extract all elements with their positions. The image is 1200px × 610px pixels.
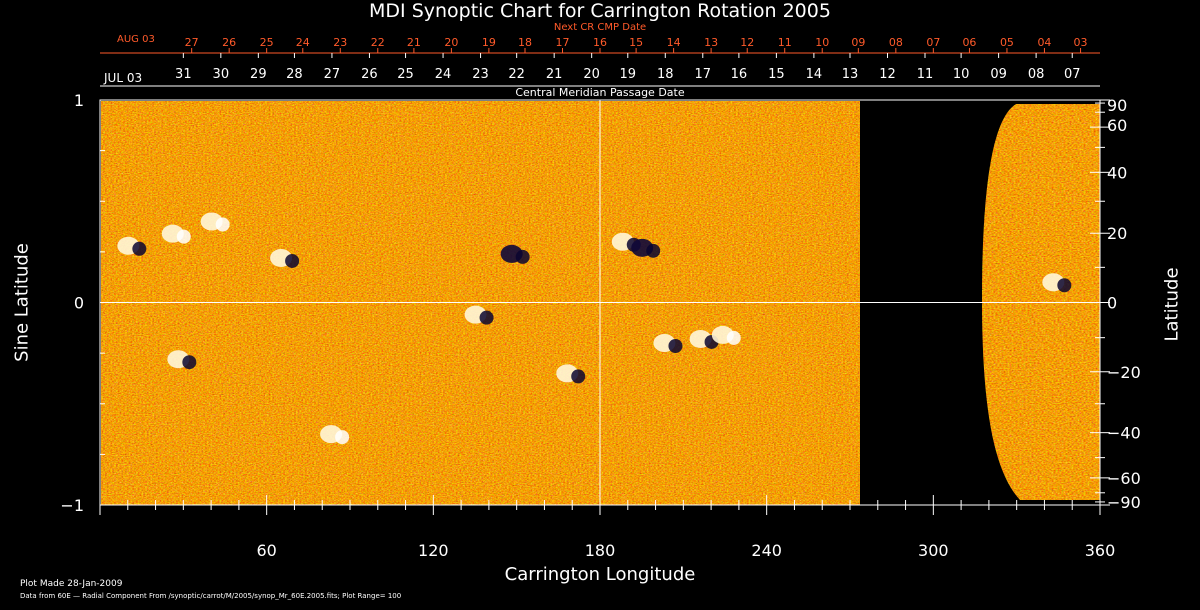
cmp-date: 24 xyxy=(435,67,452,82)
x-tick-label: 120 xyxy=(418,541,449,560)
active-region-core xyxy=(1057,278,1072,293)
next-cr-date: 17 xyxy=(556,36,570,49)
next-cr-date: 13 xyxy=(704,36,718,49)
next-cr-date: 15 xyxy=(629,36,643,49)
x-tick-label: 360 xyxy=(1085,541,1116,560)
cmp-date: 29 xyxy=(250,67,267,82)
active-region-core xyxy=(176,229,191,244)
x-tick-label: 300 xyxy=(918,541,949,560)
y-tick-label-right: 0 xyxy=(1107,294,1117,313)
y-tick-label-right: 90 xyxy=(1107,96,1127,115)
active-regions xyxy=(117,212,1072,445)
cmp-date: 25 xyxy=(397,67,414,82)
cmp-date: 26 xyxy=(361,67,378,82)
next-cr-date: 07 xyxy=(926,36,940,49)
top-axis-start-label: AUG 03 xyxy=(117,34,155,45)
y-tick-label-right: 40 xyxy=(1107,163,1127,182)
cmp-date: 11 xyxy=(917,67,934,82)
x-axis-label: Carrington Longitude xyxy=(504,564,696,585)
cmp-date: 12 xyxy=(879,67,896,82)
plot-made-date: Plot Made 28-Jan-2009 xyxy=(20,579,123,589)
y-axis-label-right: Latitude xyxy=(1161,267,1183,342)
active-region-core xyxy=(646,243,661,258)
data-source-note: Data from 60E — Radial Component From /s… xyxy=(20,592,402,600)
active-region-core xyxy=(726,330,741,345)
cmp-axis-start-label: JUL 03 xyxy=(103,71,142,85)
next-cr-date: 05 xyxy=(1000,36,1014,49)
axes: 60 120 180 240 300 36010−1906040200−20−40−60−… xyxy=(60,91,1140,560)
cmp-date: 31 xyxy=(175,67,192,82)
next-cr-date: 03 xyxy=(1074,36,1088,49)
x-tick-label: 60 xyxy=(256,541,276,560)
active-region-core xyxy=(668,339,683,353)
active-region-core xyxy=(479,310,494,325)
y-tick-label-right: −60 xyxy=(1107,469,1141,488)
active-region-core xyxy=(335,430,350,445)
next-cr-date: 22 xyxy=(371,36,385,49)
y-axis-label-left: Sine Latitude xyxy=(11,243,33,362)
y-tick-label-right: −20 xyxy=(1107,363,1141,382)
next-cr-date: 04 xyxy=(1037,36,1051,49)
cmp-date: 08 xyxy=(1028,67,1045,82)
next-cr-date: 12 xyxy=(740,36,754,49)
y-tick-label-right: −90 xyxy=(1107,493,1141,512)
next-cr-date: 26 xyxy=(222,36,236,49)
y-tick-label-right: −40 xyxy=(1107,424,1141,443)
cmp-date: 28 xyxy=(286,67,303,82)
next-cr-date: 25 xyxy=(260,36,274,49)
next-cr-date: 10 xyxy=(815,36,829,49)
next-cr-date: 09 xyxy=(851,36,865,49)
chart-title: MDI Synoptic Chart for Carrington Rotati… xyxy=(369,0,831,22)
next-cr-date: 11 xyxy=(778,36,792,49)
next-cr-date: 27 xyxy=(185,36,199,49)
cmp-date: 10 xyxy=(953,67,970,82)
cmp-date-label: Central Meridian Passage Date xyxy=(515,86,685,99)
y-tick-label-right: 20 xyxy=(1107,224,1127,243)
next-cr-date: 08 xyxy=(889,36,903,49)
y-tick-label-right: 60 xyxy=(1107,116,1127,135)
next-cr-date: 23 xyxy=(333,36,347,49)
cmp-date: 09 xyxy=(990,67,1007,82)
cmp-date: 15 xyxy=(768,67,785,82)
x-tick-label: 240 xyxy=(751,541,782,560)
next-cr-date: 14 xyxy=(667,36,681,49)
active-region-core xyxy=(285,253,300,268)
next-cr-date: 19 xyxy=(482,36,496,49)
y-tick-label-left: 0 xyxy=(74,294,84,313)
cmp-date: 20 xyxy=(583,67,600,82)
active-region-core xyxy=(515,249,530,264)
active-region-core xyxy=(215,217,230,232)
cmp-date: 13 xyxy=(842,67,859,82)
cmp-date: 18 xyxy=(657,67,674,82)
active-region-core xyxy=(182,355,197,370)
next-cr-date: 16 xyxy=(593,36,607,49)
cmp-date: 07 xyxy=(1064,67,1081,82)
active-region-core xyxy=(571,369,586,384)
next-cr-date: 18 xyxy=(518,36,532,49)
cmp-date: 21 xyxy=(546,67,563,82)
cmp-date: 22 xyxy=(508,67,525,82)
next-cr-date: 20 xyxy=(444,36,458,49)
next-cr-date: 06 xyxy=(962,36,976,49)
active-region-core xyxy=(132,241,147,256)
y-tick-label-left: −1 xyxy=(60,496,84,515)
cmp-date: 16 xyxy=(731,67,748,82)
cmp-date: 23 xyxy=(472,67,489,82)
next-cr-date: 24 xyxy=(296,36,310,49)
next-cr-date: 21 xyxy=(407,36,421,49)
y-tick-label-left: 1 xyxy=(74,91,84,110)
cmp-date: 17 xyxy=(695,67,712,82)
x-tick-label: 180 xyxy=(585,541,616,560)
cmp-date: 14 xyxy=(806,67,823,82)
top-date-axes: AUG 03 27 26 25 24 23 22 21 20 19 18 17 16 15 14 13 12 11… xyxy=(103,34,1088,85)
cmp-date: 19 xyxy=(620,67,637,82)
cmp-date: 30 xyxy=(213,67,230,82)
cmp-date: 27 xyxy=(324,67,341,82)
next-cr-cmp-label: Next CR CMP Date xyxy=(553,22,647,33)
